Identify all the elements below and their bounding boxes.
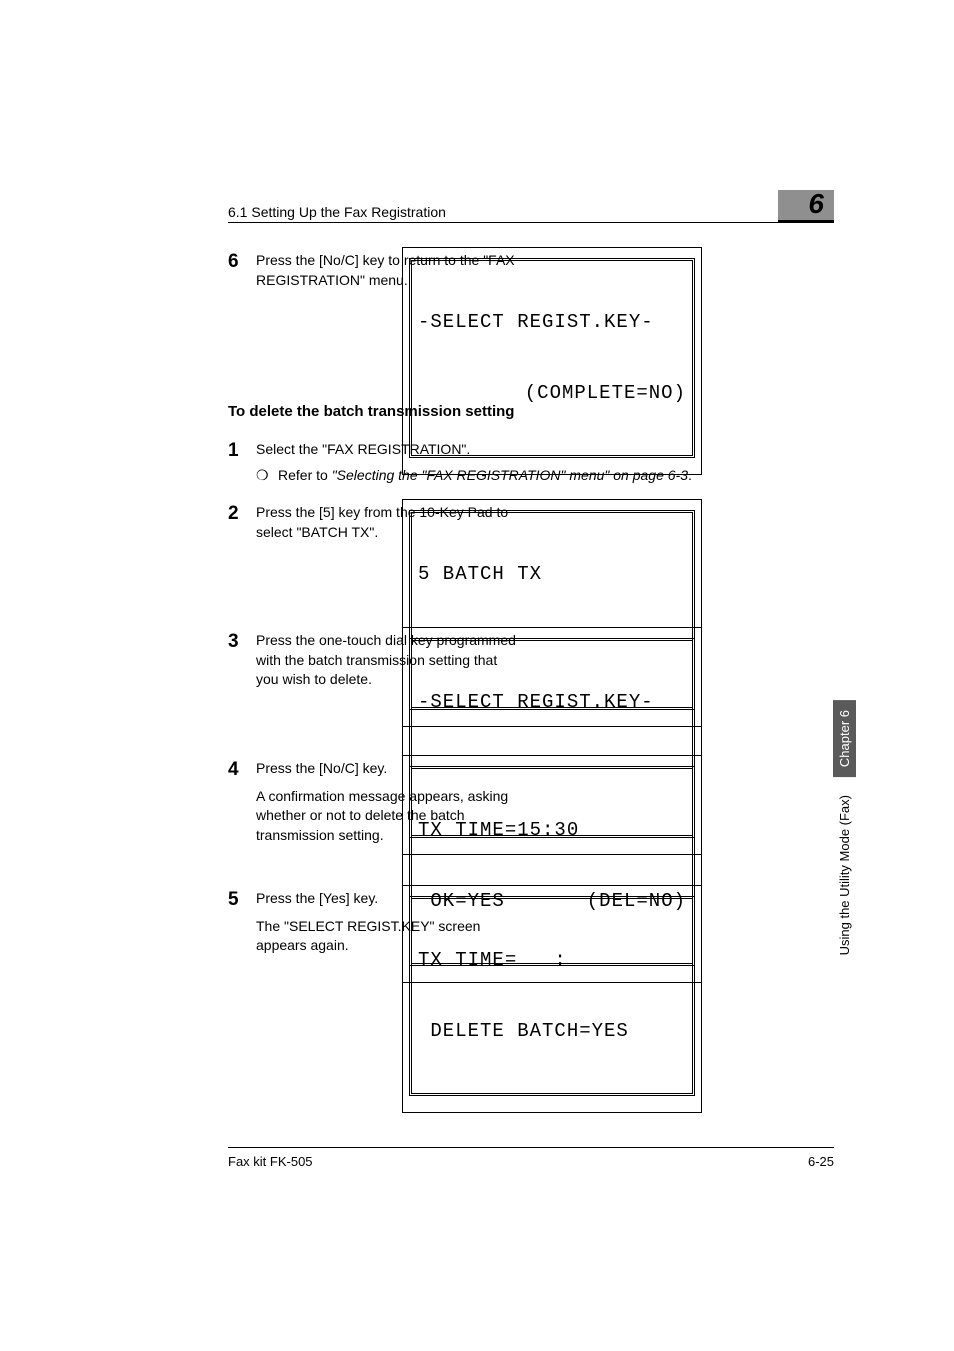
lcd-display: -SELECT REGIST.KEY- (COMPLETE=NO)	[402, 247, 702, 475]
lcd-line: -SELECT REGIST.KEY-	[418, 311, 686, 335]
footer-right: 6-25	[808, 1154, 834, 1169]
lcd-line: DELETE BATCH=YES	[418, 1020, 686, 1044]
step-number: 5	[228, 889, 256, 912]
lcd-line: -SELECT REGIST.KEY-	[418, 691, 686, 715]
page-footer: Fax kit FK-505 6-25	[228, 1147, 834, 1169]
delete-step-2: 2 Press the [5] key from the 10-Key Pad …	[228, 503, 834, 613]
section-title: 6.1 Setting Up the Fax Registration	[228, 204, 446, 220]
delete-step-3: 3 Press the one-touch dial key programme…	[228, 631, 834, 741]
delete-step-5: 5 Press the [Yes] key. The "SELECT REGIS…	[228, 889, 834, 989]
delete-step-4: 4 Press the [No/C] key. A confirmation m…	[228, 759, 834, 871]
lcd-line: TX TIME= :	[418, 949, 686, 973]
step-number: 1	[228, 440, 256, 463]
side-tab-chapter: Chapter 6	[833, 700, 856, 777]
step-number: 6	[228, 251, 256, 274]
step-number: 2	[228, 503, 256, 526]
lcd-line: 5 BATCH TX	[418, 563, 686, 587]
step-number: 3	[228, 631, 256, 654]
chapter-number: 6	[778, 190, 834, 223]
step-6: 6 Press the [No/C] key to return to the …	[228, 251, 834, 351]
side-tab-mode: Using the Utility Mode (Fax)	[833, 785, 856, 965]
lcd-line: TX TIME=15:30	[418, 819, 686, 843]
note-prefix: Refer to	[278, 467, 332, 483]
page-header: 6.1 Setting Up the Fax Registration 6	[228, 190, 834, 223]
footer-left: Fax kit FK-505	[228, 1154, 313, 1169]
lcd-line: (COMPLETE=NO)	[418, 382, 686, 406]
bullet-icon: ❍	[256, 466, 278, 486]
side-tabs: Chapter 6 Using the Utility Mode (Fax)	[833, 700, 856, 965]
lcd-display: TX TIME= : DELETE BATCH=YES	[402, 885, 702, 1113]
step-number: 4	[228, 759, 256, 782]
